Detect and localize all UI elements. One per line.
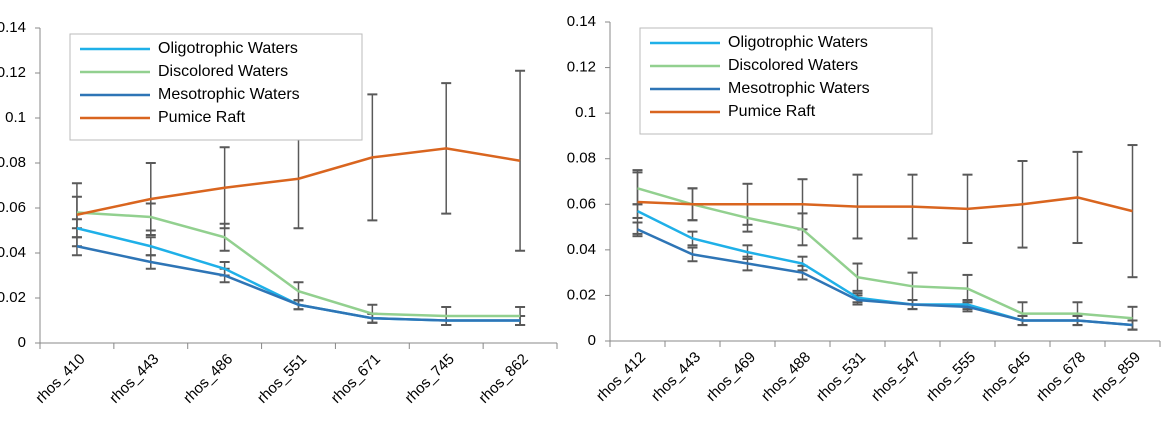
y-tick-label: 0 [588, 332, 596, 349]
y-tick-label: 0.08 [0, 154, 26, 171]
x-tick-label: rhos_745 [402, 351, 458, 407]
x-tick-label: rhos_488 [758, 349, 814, 405]
legend-label: Discolored Waters [158, 63, 288, 80]
series-line [76, 211, 521, 318]
x-tick-label: rhos_547 [868, 349, 924, 405]
x-tick-label: rhos_551 [254, 351, 310, 407]
x-tick-label: rhos_555 [923, 349, 979, 405]
x-tick-label: rhos_862 [475, 351, 531, 407]
series-line [636, 210, 1133, 327]
legend-label: Mesotrophic Waters [158, 86, 300, 103]
y-tick-label: 0.14 [567, 13, 596, 30]
series-line [76, 147, 521, 216]
x-tick-label: rhos_486 [180, 351, 236, 407]
y-tick-label: 0.14 [0, 19, 26, 36]
x-tick-label: rhos_443 [106, 351, 162, 407]
y-tick-label: 0.06 [567, 195, 596, 212]
x-tick-label: rhos_645 [978, 349, 1034, 405]
series-line [637, 187, 1133, 320]
series-line [636, 228, 1133, 327]
y-tick-label: 0.1 [575, 104, 596, 121]
series-line [637, 196, 1133, 213]
x-tick-label: rhos_443 [648, 349, 704, 405]
y-tick-label: 0.1 [5, 109, 26, 126]
legend: Oligotrophic Waters Discolored Waters Meso… [639, 27, 933, 135]
y-tick-label: 0.08 [567, 150, 596, 167]
y-tick-label: 0 [18, 334, 26, 351]
legend: Oligotrophic Waters Discolored Waters Meso… [69, 33, 363, 141]
y-tick-label: 0.04 [567, 241, 596, 258]
legend-label: Oligotrophic Waters [158, 40, 298, 57]
legend-label: Pumice Raft [158, 109, 246, 126]
legend-box [69, 33, 363, 141]
legend-label: Oligotrophic Waters [728, 34, 868, 51]
y-tick-label: 0.12 [0, 64, 26, 81]
x-tick-label: rhos_469 [703, 349, 759, 405]
y-tick-label: 0.02 [0, 289, 26, 306]
x-tick-label: rhos_678 [1033, 349, 1089, 405]
series-line [76, 245, 521, 322]
y-tick-label: 0.12 [567, 59, 596, 76]
y-tick-label: 0.02 [567, 286, 596, 303]
x-tick-label: rhos_410 [32, 351, 88, 407]
legend-label: Discolored Waters [728, 57, 858, 74]
y-tick-label: 0.06 [0, 199, 26, 216]
x-tick-label: rhos_859 [1088, 349, 1144, 405]
legend-label: Mesotrophic Waters [728, 80, 870, 97]
x-tick-label: rhos_412 [593, 349, 649, 405]
legend-box [639, 27, 933, 135]
x-tick-label: rhos_671 [328, 351, 384, 407]
y-tick-label: 0.04 [0, 244, 26, 261]
x-tick-label: rhos_531 [813, 349, 869, 405]
legend-label: Pumice Raft [728, 103, 816, 120]
